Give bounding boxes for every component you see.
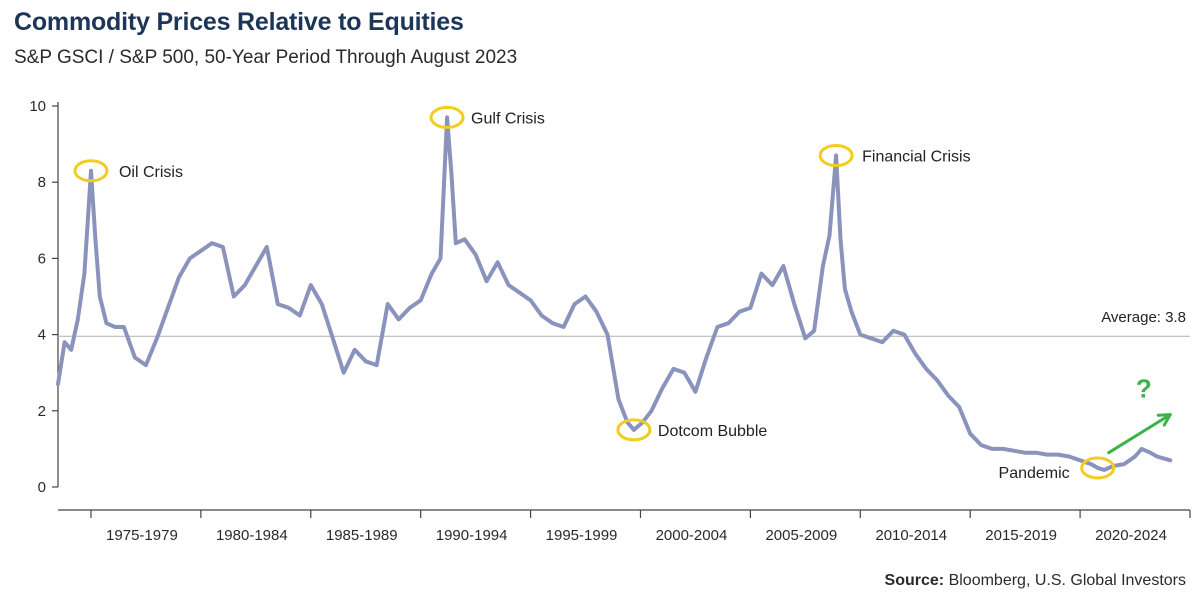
source-note: Source: Bloomberg, U.S. Global Investors [885, 572, 1186, 590]
highlight-pandemic [1080, 456, 1116, 480]
x-tick-label-1985-1989: 1985-1989 [326, 527, 398, 544]
x-tick-label-2020-2024: 2020-2024 [1095, 527, 1167, 544]
annotation-gulf-crisis: Gulf Crisis [471, 110, 545, 127]
highlight-dotcom-bubble [616, 418, 652, 442]
x-tick-label-2015-2019: 2015-2019 [985, 527, 1057, 544]
annotation-financial-crisis: Financial Crisis [862, 149, 970, 166]
x-tick-label-1975-1979: 1975-1979 [106, 527, 178, 544]
y-tick-label-0: 0 [38, 479, 46, 496]
source-label: Source: [884, 572, 945, 589]
y-tick-label-6: 6 [38, 250, 46, 267]
annotation-oil-crisis: Oil Crisis [119, 164, 183, 181]
average-label: Average: 3.8 [1101, 309, 1186, 326]
x-tick-label-2005-2009: 2005-2009 [765, 527, 837, 544]
y-tick-label-8: 8 [38, 174, 46, 191]
y-tick-label-2: 2 [38, 403, 46, 420]
annotation-pandemic: Pandemic [999, 465, 1070, 482]
highlight-financial-crisis [818, 144, 854, 168]
x-tick-label-2010-2014: 2010-2014 [875, 527, 947, 544]
y-tick-label-4: 4 [38, 327, 46, 344]
chart-title: Commodity Prices Relative to Equities [14, 8, 464, 36]
annotation-dotcom-bubble: Dotcom Bubble [658, 423, 767, 440]
x-tick-label-1995-1999: 1995-1999 [546, 527, 618, 544]
trend-arrow-head [1156, 413, 1172, 427]
highlight-gulf-crisis [429, 105, 465, 129]
x-tick-label-1990-1994: 1990-1994 [436, 527, 508, 544]
trend-arrow-shaft [1107, 413, 1172, 455]
highlight-oil-crisis [73, 159, 109, 183]
chart-subtitle: S&P GSCI / S&P 500, 50-Year Period Throu… [14, 47, 518, 68]
series-line [56, 115, 1173, 472]
question-mark: ? [1136, 373, 1152, 403]
y-tick-label-10: 10 [29, 98, 46, 115]
x-tick-label-1980-1984: 1980-1984 [216, 527, 288, 544]
x-tick-label-2000-2004: 2000-2004 [656, 527, 728, 544]
source-text: Bloomberg, U.S. Global Investors [948, 572, 1186, 589]
